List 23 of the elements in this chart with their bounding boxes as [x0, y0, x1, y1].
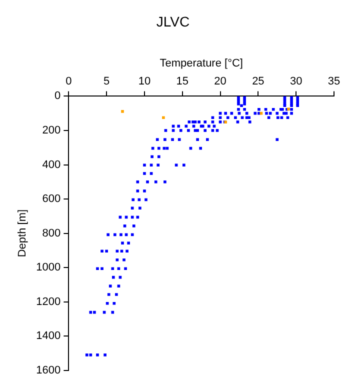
y-tick-label: 400: [42, 158, 61, 171]
x-tick-label: 30: [290, 76, 302, 88]
x-tick-label: 10: [138, 76, 151, 88]
y-tick-label: 1600: [36, 364, 61, 376]
y-tick-label: 200: [42, 124, 61, 137]
x-tick-label: 20: [214, 76, 226, 88]
y-tick-label: 1200: [36, 296, 61, 308]
y-tick-label: 0: [54, 90, 61, 102]
x-tick-label: 35: [328, 76, 340, 88]
y-axis-title: Depth [m]: [16, 209, 29, 258]
x-tick-label: 15: [176, 76, 189, 88]
y-tick-label: 600: [42, 193, 61, 206]
x-tick-label: 5: [104, 76, 110, 88]
y-tick-label: 1000: [36, 262, 61, 274]
point: [260, 112, 263, 115]
x-tick-label: 25: [252, 76, 264, 88]
x-axis-title: Temperature [°C]: [160, 57, 243, 70]
y-tick-label: 800: [42, 227, 61, 240]
point: [162, 116, 165, 120]
chart-title: JLVC: [156, 13, 190, 30]
y-tick-label: 1400: [36, 330, 61, 342]
point: [121, 110, 124, 113]
x-tick-label: 0: [66, 76, 72, 88]
